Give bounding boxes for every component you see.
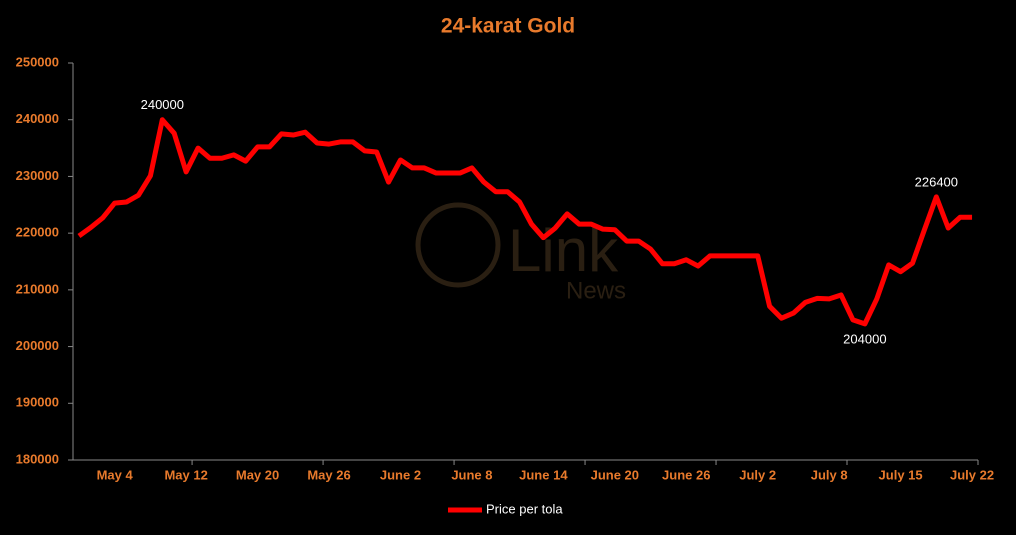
x-tick-label: May 4 xyxy=(97,467,134,482)
line xyxy=(77,117,973,327)
y-tick-label: 240000 xyxy=(16,111,59,126)
x-tick-label: July 15 xyxy=(879,467,923,482)
y-tick-label: 230000 xyxy=(16,168,59,183)
x-tick-label: July 22 xyxy=(950,467,994,482)
y-tick-label: 210000 xyxy=(16,281,59,296)
y-tick-label: 220000 xyxy=(16,225,59,240)
x-tick-label: July 2 xyxy=(739,467,776,482)
y-tick-label: 180000 xyxy=(16,451,59,466)
x-tick-label: June 8 xyxy=(451,467,492,482)
y-tick-label: 190000 xyxy=(16,395,59,410)
x-tick-label: June 26 xyxy=(662,467,710,482)
data-label: 204000 xyxy=(843,331,886,346)
data-label: 226400 xyxy=(915,174,958,189)
x-tick-label: June 20 xyxy=(591,467,639,482)
x-tick-label: May 20 xyxy=(236,467,279,482)
y-tick-label: 200000 xyxy=(16,338,59,353)
x-tick-label: June 2 xyxy=(380,467,421,482)
y-tick-label: 250000 xyxy=(16,54,59,69)
legend-label: Price per tola xyxy=(486,501,563,516)
watermark-logo xyxy=(415,202,501,288)
x-tick-label: June 14 xyxy=(519,467,568,482)
watermark-text: News xyxy=(566,277,626,304)
x-tick-label: May 26 xyxy=(307,467,350,482)
data-label: 240000 xyxy=(141,97,184,112)
x-tick-label: July 8 xyxy=(811,467,848,482)
chart-title: 24-karat Gold xyxy=(441,15,575,38)
x-tick-label: May 12 xyxy=(164,467,207,482)
